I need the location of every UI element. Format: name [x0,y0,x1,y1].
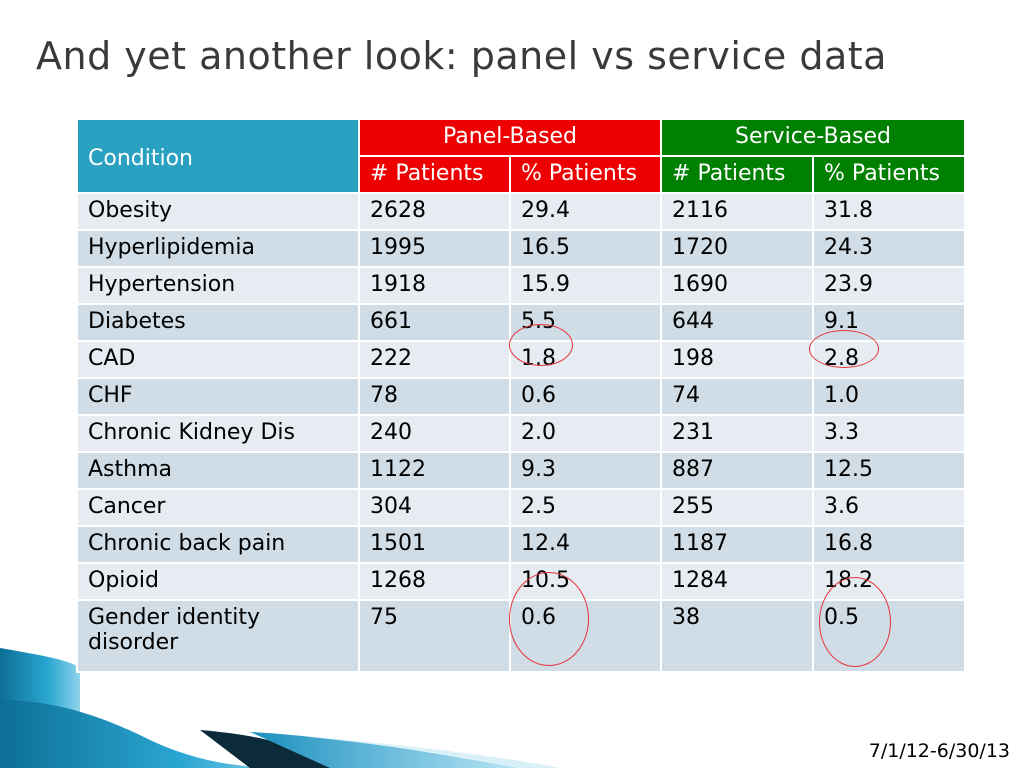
service-percent-cell: 9.1 [812,303,967,342]
service-count-cell: 1284 [660,562,815,601]
panel-count-cell: 1501 [358,525,511,564]
panel-count-cell: 222 [358,340,511,379]
panel-count-cell: 1268 [358,562,511,601]
panel-percent-header: % Patients [508,155,663,194]
table-row: CHF 78 0.6 74 1.0 [76,377,967,416]
slide-title: And yet another look: panel vs service d… [36,34,887,78]
table-row: Opioid 1268 10.5 1284 18.2 [76,562,967,601]
condition-cell: Hyperlipidemia [76,229,360,268]
panel-percent-cell: 1.8 [508,340,663,379]
panel-count-cell: 304 [358,488,511,527]
service-percent-cell: 24.3 [812,229,967,268]
panel-percent-cell: 5.5 [508,303,663,342]
service-percent-cell: 2.8 [812,340,967,379]
service-percent-cell: 12.5 [812,451,967,490]
table-row: Chronic Kidney Dis 240 2.0 231 3.3 [76,414,967,453]
panel-count-cell: 75 [358,599,511,673]
condition-cell: Cancer [76,488,360,527]
service-count-cell: 74 [660,377,815,416]
service-count-cell: 887 [660,451,815,490]
service-count-cell: 1720 [660,229,815,268]
condition-cell: Diabetes [76,303,360,342]
service-percent-cell: 3.3 [812,414,967,453]
panel-percent-cell: 15.9 [508,266,663,305]
service-percent-header: % Patients [812,155,967,194]
panel-count-header: # Patients [358,155,511,194]
condition-cell: CHF [76,377,360,416]
service-percent-cell: 31.8 [812,192,967,231]
condition-cell: Gender identity disorder [76,599,360,673]
panel-percent-cell: 2.5 [508,488,663,527]
service-count-cell: 1690 [660,266,815,305]
service-count-cell: 2116 [660,192,815,231]
condition-cell: Asthma [76,451,360,490]
service-percent-cell: 18.2 [812,562,967,601]
service-count-cell: 231 [660,414,815,453]
panel-percent-cell: 0.6 [508,377,663,416]
service-percent-cell: 3.6 [812,488,967,527]
service-percent-cell: 1.0 [812,377,967,416]
table-row: Chronic back pain 1501 12.4 1187 16.8 [76,525,967,564]
table-row: Hyperlipidemia 1995 16.5 1720 24.3 [76,229,967,268]
condition-data-table: Condition Panel-Based Service-Based # Pa… [76,118,967,673]
panel-percent-cell: 0.6 [508,599,663,673]
table-row: Cancer 304 2.5 255 3.6 [76,488,967,527]
table-row: Diabetes 661 5.5 644 9.1 [76,303,967,342]
panel-percent-cell: 12.4 [508,525,663,564]
service-count-cell: 198 [660,340,815,379]
panel-count-cell: 2628 [358,192,511,231]
service-count-cell: 255 [660,488,815,527]
condition-cell: Chronic back pain [76,525,360,564]
condition-cell: Opioid [76,562,360,601]
table-row: Obesity 2628 29.4 2116 31.8 [76,192,967,231]
panel-percent-cell: 9.3 [508,451,663,490]
panel-count-cell: 1995 [358,229,511,268]
service-percent-cell: 16.8 [812,525,967,564]
panel-count-cell: 1918 [358,266,511,305]
panel-count-cell: 240 [358,414,511,453]
panel-percent-cell: 29.4 [508,192,663,231]
panel-percent-cell: 10.5 [508,562,663,601]
panel-based-group-header: Panel-Based [357,118,663,157]
table-row: Asthma 1122 9.3 887 12.5 [76,451,967,490]
date-range-footer: 7/1/12-6/30/13 [868,740,1010,762]
service-count-header: # Patients [660,155,815,194]
table-row: CAD 222 1.8 198 2.8 [76,340,967,379]
service-count-cell: 38 [660,599,815,673]
service-percent-cell: 23.9 [812,266,967,305]
condition-cell: Hypertension [76,266,360,305]
service-count-cell: 1187 [660,525,815,564]
service-count-cell: 644 [660,303,815,342]
service-based-group-header: Service-Based [660,118,967,157]
condition-cell: Chronic Kidney Dis [76,414,360,453]
panel-count-cell: 1122 [358,451,511,490]
condition-cell: Obesity [76,192,360,231]
table-row: Gender identity disorder 75 0.6 38 0.5 [76,599,967,673]
panel-count-cell: 78 [358,377,511,416]
panel-count-cell: 661 [358,303,511,342]
condition-column-header: Condition [76,118,360,194]
condition-cell: CAD [76,340,360,379]
panel-percent-cell: 2.0 [508,414,663,453]
service-percent-cell: 0.5 [812,599,967,673]
table-row: Hypertension 1918 15.9 1690 23.9 [76,266,967,305]
panel-percent-cell: 16.5 [508,229,663,268]
